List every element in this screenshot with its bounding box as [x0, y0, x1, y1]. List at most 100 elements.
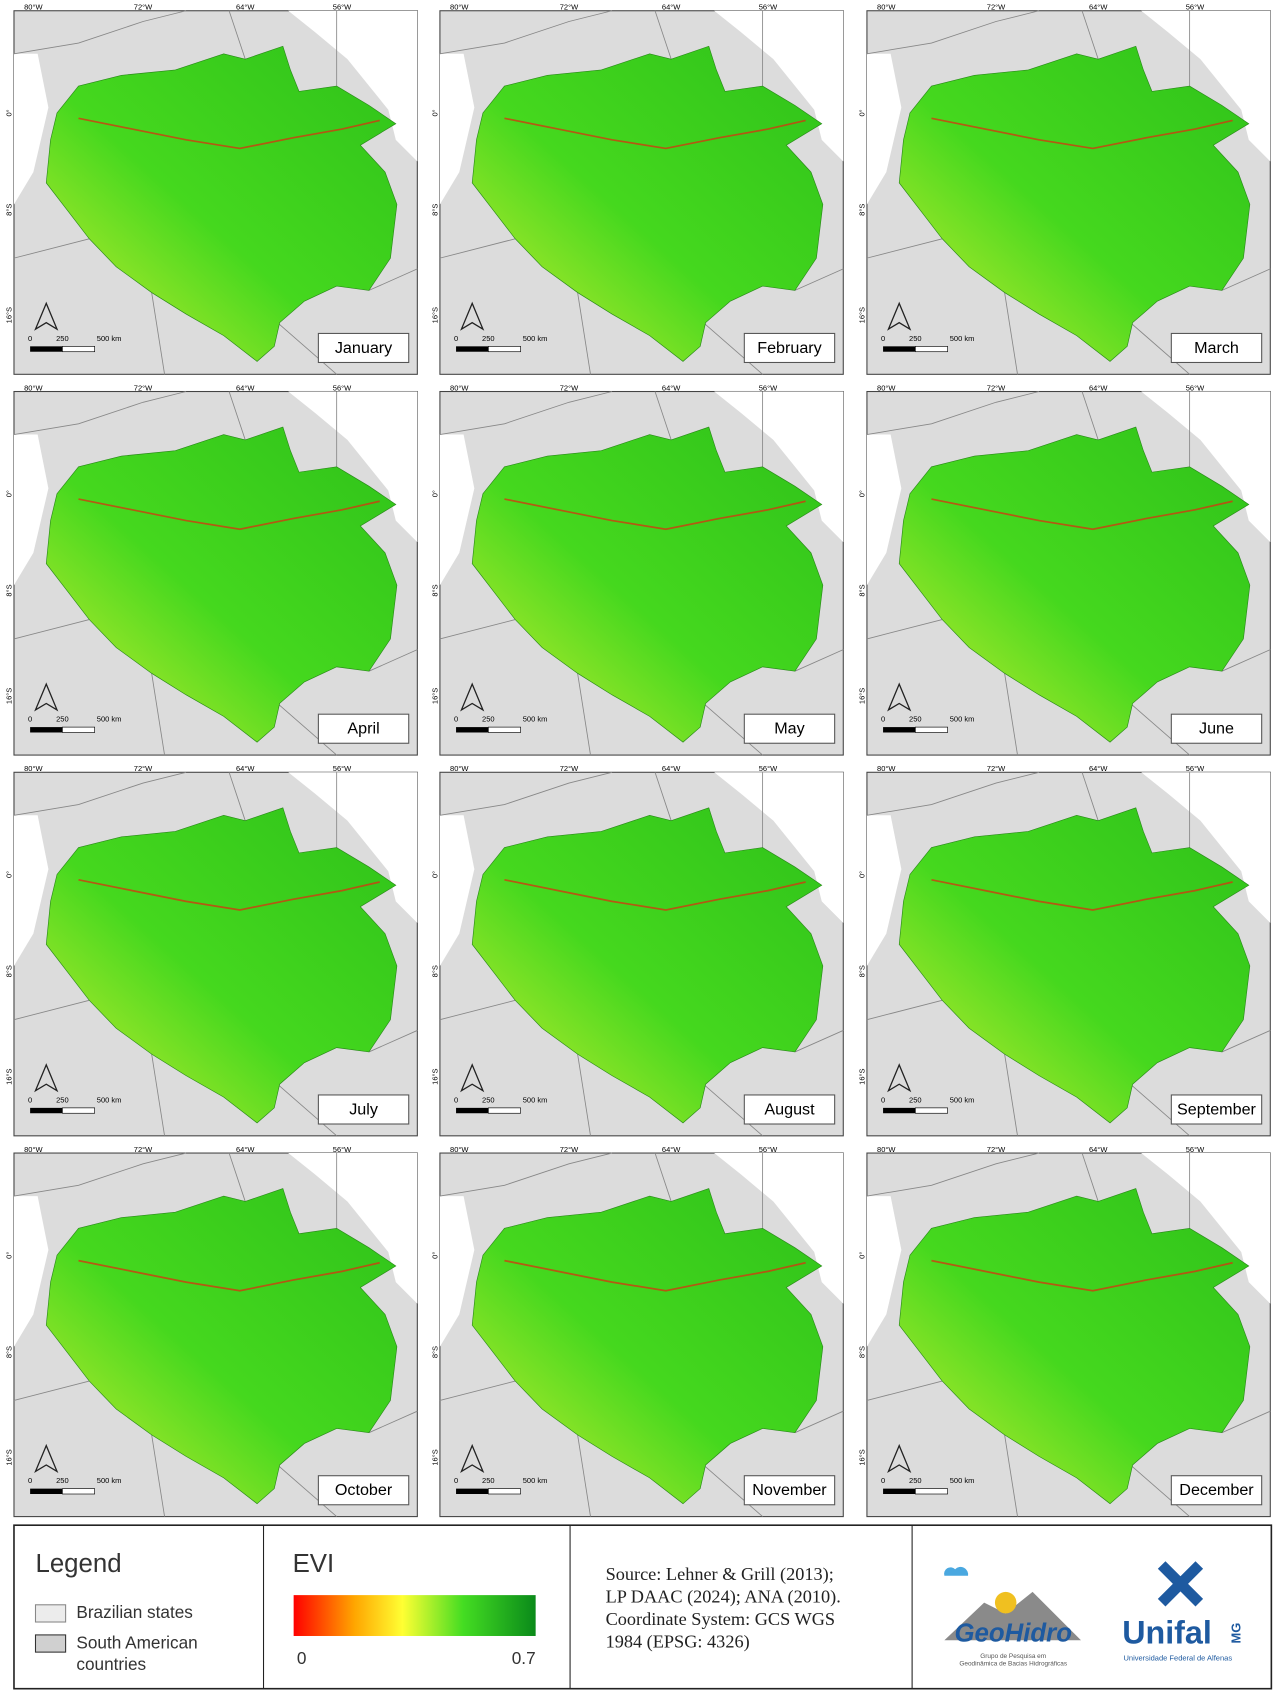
scale-bar: [915, 1489, 947, 1494]
scale-bar: [915, 346, 947, 351]
lon-label: 64°W: [236, 3, 255, 12]
scale-label: 500 km: [523, 1095, 548, 1104]
lat-label: 16°S: [858, 307, 867, 323]
lon-label: 80°W: [24, 1145, 43, 1154]
month-label: April: [347, 720, 379, 738]
scale-label: 0: [454, 1095, 458, 1104]
scale-label: 500 km: [950, 334, 975, 343]
legend-item: Brazilian states: [76, 1602, 193, 1622]
lat-label: 16°S: [858, 688, 867, 704]
lat-label: 8°S: [431, 584, 440, 596]
scale-label: 500 km: [950, 1095, 975, 1104]
lon-label: 72°W: [560, 383, 579, 392]
logo-caption: Grupo de Pesquisa em: [980, 1653, 1046, 1660]
scale-bar: [456, 1489, 488, 1494]
scale-label: 0: [454, 334, 458, 343]
lon-label: 56°W: [759, 1145, 778, 1154]
scale-label: 250: [482, 1476, 495, 1485]
month-label: October: [335, 1481, 393, 1499]
lat-label: 8°S: [858, 1346, 867, 1358]
scale-label: 250: [56, 715, 69, 724]
lon-label: 80°W: [24, 383, 43, 392]
scale-label: 250: [56, 334, 69, 343]
lon-label: 72°W: [987, 1145, 1006, 1154]
scale-label: 500 km: [950, 715, 975, 724]
logo-unifal-tag: MG: [1228, 1623, 1243, 1644]
logo-geohidro: GeoHidro: [954, 1620, 1072, 1648]
lon-label: 56°W: [1186, 1145, 1205, 1154]
lat-label: 0°: [858, 1252, 867, 1259]
lat-label: 0°: [5, 109, 14, 116]
lat-label: 8°S: [858, 204, 867, 216]
source-line: Source: Lehner & Grill (2013);: [606, 1564, 834, 1585]
month-label: November: [752, 1481, 827, 1499]
lat-label: 8°S: [431, 1346, 440, 1358]
swatch-countries: [35, 1635, 65, 1652]
scale-label: 0: [881, 334, 885, 343]
evi-max: 0.7: [512, 1648, 536, 1668]
map-panel: 80°W72°W64°W56°W0°8°S16°S0250500 kmDecem…: [858, 1145, 1271, 1517]
legend-title: Legend: [35, 1550, 121, 1578]
lon-label: 56°W: [759, 3, 778, 12]
lon-label: 72°W: [560, 3, 579, 12]
map-panel: 80°W72°W64°W56°W0°8°S16°S0250500 kmOctob…: [5, 1145, 418, 1517]
lon-label: 80°W: [877, 1145, 896, 1154]
lon-label: 72°W: [134, 1145, 153, 1154]
logo-unifal-caption: Universidade Federal de Alfenas: [1123, 1654, 1232, 1663]
lon-label: 56°W: [333, 383, 352, 392]
lat-label: 8°S: [5, 965, 14, 977]
scale-bar: [883, 346, 915, 351]
source-line: LP DAAC (2024); ANA (2010).: [606, 1587, 841, 1608]
lat-label: 0°: [858, 871, 867, 878]
evi-min: 0: [297, 1648, 307, 1668]
lon-label: 80°W: [877, 383, 896, 392]
map-panel: 80°W72°W64°W56°W0°8°S16°S0250500 kmJuly: [5, 764, 418, 1136]
lon-label: 56°W: [759, 764, 778, 773]
scale-label: 0: [28, 715, 32, 724]
legend-frame: [14, 1525, 1271, 1688]
scale-bar: [488, 1489, 520, 1494]
map-panel: 80°W72°W64°W56°W0°8°S16°S0250500 kmNovem…: [431, 1145, 844, 1517]
evi-title: EVI: [293, 1550, 335, 1578]
scale-label: 500 km: [97, 1095, 122, 1104]
scale-bar: [488, 1108, 520, 1113]
month-label: March: [1194, 339, 1239, 357]
lon-label: 56°W: [1186, 383, 1205, 392]
scale-label: 0: [881, 1476, 885, 1485]
lon-label: 72°W: [134, 3, 153, 12]
lat-label: 8°S: [5, 1346, 14, 1358]
legend-item-line: countries: [76, 1654, 146, 1674]
scale-label: 250: [56, 1476, 69, 1485]
lat-label: 0°: [858, 109, 867, 116]
figure: 80°W72°W64°W56°W0°8°S16°S0250500 kmJanua…: [0, 0, 1280, 1697]
lon-label: 80°W: [450, 383, 469, 392]
map-panel: 80°W72°W64°W56°W0°8°S16°S0250500 kmFebru…: [431, 3, 844, 375]
lon-label: 80°W: [450, 3, 469, 12]
scale-label: 0: [881, 715, 885, 724]
logo-caption: Geodinâmica de Bacias Hidrográficas: [959, 1661, 1067, 1668]
lat-label: 0°: [431, 871, 440, 878]
swatch-states: [35, 1605, 65, 1622]
scale-bar: [456, 727, 488, 732]
scale-label: 500 km: [97, 1476, 122, 1485]
lat-label: 16°S: [431, 1068, 440, 1084]
scale-bar: [488, 346, 520, 351]
lon-label: 72°W: [560, 1145, 579, 1154]
lon-label: 56°W: [759, 383, 778, 392]
logo-sun: [995, 1592, 1017, 1614]
scale-label: 0: [28, 1095, 32, 1104]
lon-label: 80°W: [450, 764, 469, 773]
lon-label: 64°W: [1089, 3, 1108, 12]
lon-label: 64°W: [236, 764, 255, 773]
scale-bar: [62, 727, 94, 732]
scale-label: 500 km: [523, 1476, 548, 1485]
scale-bar: [62, 1108, 94, 1113]
month-label: June: [1199, 720, 1234, 738]
lon-label: 72°W: [987, 3, 1006, 12]
lat-label: 8°S: [5, 584, 14, 596]
lat-label: 8°S: [431, 204, 440, 216]
lat-label: 16°S: [431, 1449, 440, 1465]
